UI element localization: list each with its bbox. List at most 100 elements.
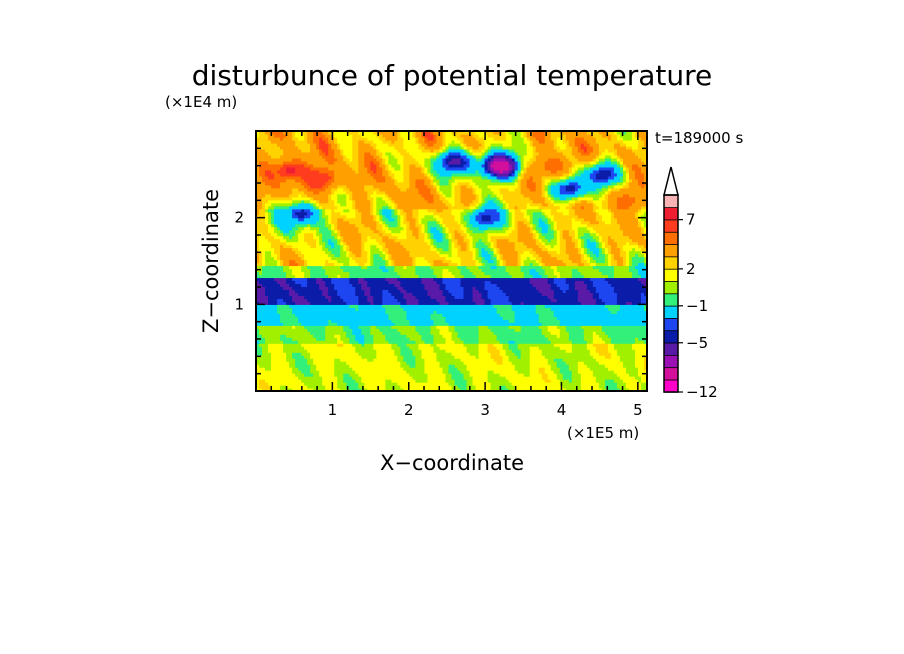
- heat-cell: [433, 388, 438, 391]
- heat-cell: [568, 340, 573, 344]
- heat-cell: [577, 289, 582, 293]
- heat-cell: [322, 322, 326, 326]
- heat-cell: [316, 349, 320, 353]
- heat-cell: [352, 337, 356, 341]
- heat-cell: [595, 301, 600, 305]
- heat-cell: [328, 358, 332, 362]
- heat-cell: [412, 340, 417, 344]
- heat-cell: [451, 286, 456, 290]
- heat-cell: [433, 385, 438, 389]
- heat-cell: [448, 280, 453, 285]
- heat-cell: [541, 286, 546, 290]
- heat-cell: [526, 304, 531, 308]
- heat-cell: [439, 352, 444, 356]
- heat-cell: [295, 367, 299, 371]
- heat-cell: [412, 364, 417, 368]
- heat-cell: [556, 388, 561, 391]
- heat-cell: [568, 343, 573, 347]
- heat-cell: [418, 310, 423, 314]
- heat-cell: [460, 367, 465, 371]
- heat-cell: [628, 319, 633, 323]
- heat-cell: [643, 340, 647, 344]
- heat-cell: [517, 382, 522, 386]
- heat-cell: [319, 322, 323, 326]
- heat-cell: [403, 322, 407, 326]
- heat-cell: [319, 331, 323, 335]
- heat-cell: [595, 364, 600, 368]
- heat-cell: [547, 367, 552, 371]
- heat-cell: [382, 370, 386, 374]
- heat-cell: [622, 364, 627, 368]
- heat-cell: [400, 382, 404, 386]
- heat-cell: [604, 301, 609, 305]
- heat-cell: [526, 367, 531, 371]
- heat-cell: [418, 295, 423, 299]
- heat-cell: [307, 325, 311, 329]
- heat-cell: [418, 280, 423, 285]
- heat-cell: [556, 370, 561, 374]
- heat-cell: [559, 280, 564, 285]
- heat-cell: [502, 355, 507, 359]
- heat-cell: [508, 388, 513, 391]
- heat-cell: [379, 292, 383, 296]
- heat-cell: [259, 361, 263, 365]
- heat-cell: [439, 331, 444, 335]
- heat-cell: [406, 349, 410, 353]
- heat-cell: [286, 301, 290, 305]
- heat-cell: [391, 358, 395, 362]
- heat-cell: [259, 349, 263, 353]
- heat-cell: [547, 385, 552, 389]
- heat-cell: [520, 307, 525, 311]
- heat-cell: [283, 295, 287, 299]
- heat-cell: [460, 370, 465, 374]
- heat-cell: [256, 289, 260, 293]
- heat-cell: [526, 382, 531, 386]
- heat-cell: [607, 370, 612, 374]
- heat-cell: [514, 328, 519, 332]
- heat-cell: [349, 280, 353, 285]
- heat-cell: [313, 340, 317, 344]
- heat-cell: [628, 373, 633, 377]
- heat-cell: [469, 349, 474, 353]
- heat-cell: [337, 304, 341, 308]
- heat-cell: [346, 349, 350, 353]
- heat-cell: [325, 286, 329, 290]
- heat-cell: [409, 280, 413, 285]
- heat-cell: [544, 277, 549, 282]
- heat-cell: [535, 310, 540, 314]
- heat-cell: [277, 319, 281, 323]
- heat-cell: [517, 316, 522, 320]
- heat-cell: [400, 295, 404, 299]
- heat-cell: [529, 346, 534, 350]
- heat-cell: [358, 367, 362, 371]
- heat-cell: [313, 325, 317, 329]
- heat-cell: [310, 274, 314, 279]
- heat-cell: [562, 376, 567, 380]
- heat-cell: [532, 322, 537, 326]
- heat-cell: [313, 373, 317, 377]
- heat-cell: [283, 361, 287, 365]
- heat-cell: [637, 385, 642, 389]
- heat-cell: [310, 331, 314, 335]
- heat-cell: [274, 307, 278, 311]
- heat-cell: [286, 373, 290, 377]
- heat-cell: [493, 289, 498, 293]
- heat-cell: [262, 382, 266, 386]
- heat-cell: [475, 385, 480, 389]
- heat-cell: [475, 280, 480, 285]
- heat-cell: [355, 325, 359, 329]
- heat-cell: [376, 322, 380, 326]
- heat-cell: [580, 301, 585, 305]
- heat-cell: [490, 325, 495, 329]
- heat-cell: [523, 388, 528, 391]
- heat-cell: [481, 328, 486, 332]
- heat-cell: [403, 355, 407, 359]
- heat-cell: [340, 331, 344, 335]
- heat-cell: [592, 295, 597, 299]
- heat-cell: [436, 364, 441, 368]
- heat-cell: [553, 313, 558, 317]
- heat-cell: [514, 325, 519, 329]
- heat-cell: [397, 286, 401, 290]
- heat-cell: [421, 346, 426, 350]
- heat-cell: [547, 388, 552, 391]
